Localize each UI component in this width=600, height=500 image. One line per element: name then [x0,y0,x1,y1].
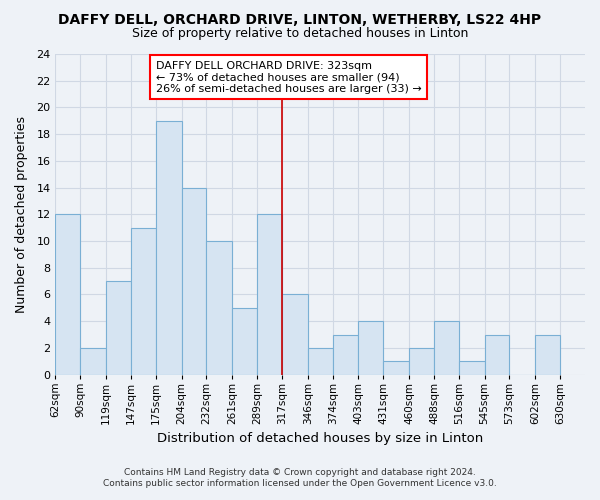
Bar [308,348,332,374]
Bar [434,321,459,374]
Bar [358,321,383,374]
Bar [257,214,282,374]
X-axis label: Distribution of detached houses by size in Linton: Distribution of detached houses by size … [157,432,484,445]
Text: DAFFY DELL ORCHARD DRIVE: 323sqm
← 73% of detached houses are smaller (94)
26% o: DAFFY DELL ORCHARD DRIVE: 323sqm ← 73% o… [156,60,422,94]
Bar [80,348,106,374]
Bar [182,188,206,374]
Bar [535,334,560,374]
Bar [383,361,409,374]
Bar [55,214,80,374]
Bar [409,348,434,374]
Bar [332,334,358,374]
Text: Contains HM Land Registry data © Crown copyright and database right 2024.
Contai: Contains HM Land Registry data © Crown c… [103,468,497,487]
Bar [232,308,257,374]
Y-axis label: Number of detached properties: Number of detached properties [15,116,28,313]
Text: Size of property relative to detached houses in Linton: Size of property relative to detached ho… [132,28,468,40]
Bar [459,361,485,374]
Bar [156,121,182,374]
Bar [131,228,156,374]
Text: DAFFY DELL, ORCHARD DRIVE, LINTON, WETHERBY, LS22 4HP: DAFFY DELL, ORCHARD DRIVE, LINTON, WETHE… [58,12,542,26]
Bar [282,294,308,374]
Bar [106,281,131,374]
Bar [485,334,509,374]
Bar [206,241,232,374]
